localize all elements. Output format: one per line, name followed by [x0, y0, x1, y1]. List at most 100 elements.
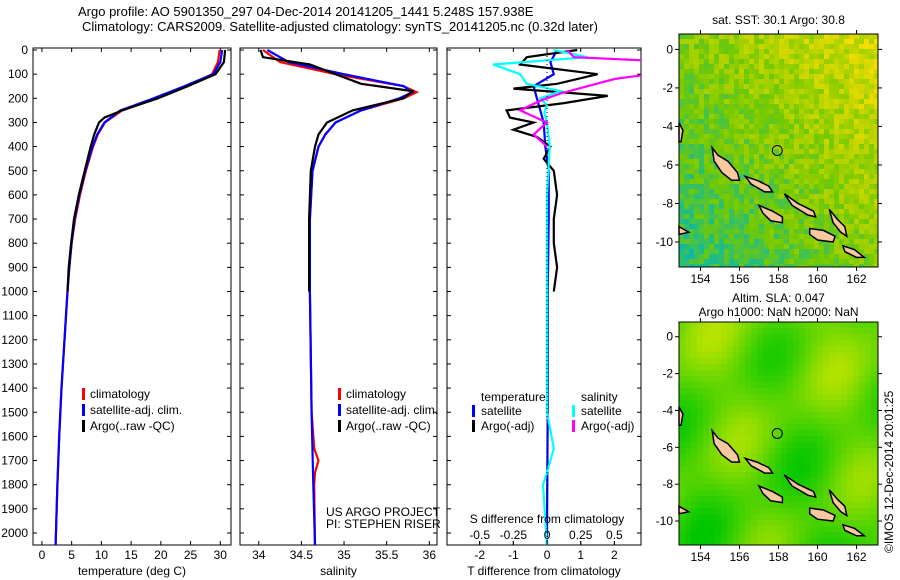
map-cell: [744, 179, 749, 184]
map-cell: [811, 478, 817, 484]
map-cell: [794, 89, 799, 94]
map-cell: [724, 194, 729, 199]
map-cell: [689, 94, 694, 99]
map-cell: [709, 484, 715, 490]
map-cell: [697, 460, 703, 466]
map-cell: [829, 352, 835, 358]
map-cell: [849, 219, 854, 224]
map-cell: [715, 370, 721, 376]
map-cell: [704, 74, 709, 79]
map-cell: [869, 99, 874, 104]
map-cell: [749, 199, 754, 204]
map-cell: [759, 219, 764, 224]
map-cell: [824, 94, 829, 99]
map-cell: [844, 69, 849, 74]
map-cell: [859, 34, 864, 39]
map-cell: [869, 149, 874, 154]
x-tick-label: 35: [337, 548, 351, 562]
map-cell: [854, 139, 859, 144]
map-cell: [864, 194, 869, 199]
map-cell: [729, 189, 734, 194]
map-cell: [697, 532, 703, 538]
map-cell: [724, 229, 729, 234]
map-cell: [724, 49, 729, 54]
map-cell: [814, 254, 819, 259]
map-cell: [829, 44, 834, 49]
map-cell: [764, 264, 769, 267]
map-cell: [679, 430, 685, 436]
map-cell: [685, 388, 691, 394]
map-cell: [739, 239, 744, 244]
map-cell: [794, 214, 799, 219]
map-cell: [715, 406, 721, 412]
map-cell: [715, 358, 721, 364]
map-cell: [871, 352, 877, 358]
map-cell: [799, 154, 804, 159]
map-cell: [727, 322, 733, 328]
map-cell: [745, 538, 751, 544]
map-cell: [844, 204, 849, 209]
map-cell: [709, 89, 714, 94]
map-cell: [859, 139, 864, 144]
map-cell: [754, 64, 759, 69]
map-cell: [694, 159, 699, 164]
map-cell: [715, 466, 721, 472]
map-cell: [739, 84, 744, 89]
map-cell: [793, 466, 799, 472]
map-cell: [841, 346, 847, 352]
map-cell: [684, 159, 689, 164]
map-cell: [697, 448, 703, 454]
map-cell: [799, 254, 804, 259]
map-cell: [684, 44, 689, 49]
map-cell: [719, 194, 724, 199]
map-cell: [715, 526, 721, 532]
map-cell: [739, 502, 745, 508]
map-cell: [694, 74, 699, 79]
map-cell: [694, 204, 699, 209]
map-cell: [811, 532, 817, 538]
map-cell: [754, 214, 759, 219]
map-cell: [689, 59, 694, 64]
map-cell: [699, 114, 704, 119]
map-cell: [805, 430, 811, 436]
map-cell: [794, 234, 799, 239]
map-cell: [817, 322, 823, 328]
map-cell: [704, 179, 709, 184]
map-cell: [751, 334, 757, 340]
map-cell: [844, 194, 849, 199]
map-cell: [804, 74, 809, 79]
map-cell: [703, 340, 709, 346]
map-cell: [793, 490, 799, 496]
map-cell: [871, 328, 877, 334]
map-cell: [714, 234, 719, 239]
map-cell: [799, 502, 805, 508]
map-cell: [844, 199, 849, 204]
legend-swatch: [338, 404, 341, 416]
map-cell: [721, 334, 727, 340]
map-cell: [697, 430, 703, 436]
map-cell: [757, 520, 763, 526]
map-cell: [871, 442, 877, 448]
map-cell: [763, 430, 769, 436]
map-cell: [694, 124, 699, 129]
map-cell: [684, 79, 689, 84]
map-cell: [721, 538, 727, 544]
map-cell: [714, 179, 719, 184]
map-cell: [679, 209, 684, 214]
map-cell: [759, 94, 764, 99]
map-cell: [763, 400, 769, 406]
map-cell: [799, 99, 804, 104]
map-cell: [779, 209, 784, 214]
map-cell: [751, 382, 757, 388]
map-cell: [684, 219, 689, 224]
map-cell: [805, 334, 811, 340]
map-cell: [794, 259, 799, 264]
map-cell: [734, 79, 739, 84]
map-cell: [804, 54, 809, 59]
map-cell: [823, 322, 829, 328]
map-cell: [709, 184, 714, 189]
map-cell: [869, 144, 874, 149]
map-cell: [779, 124, 784, 129]
map-cell: [871, 490, 877, 496]
map-cell: [781, 340, 787, 346]
